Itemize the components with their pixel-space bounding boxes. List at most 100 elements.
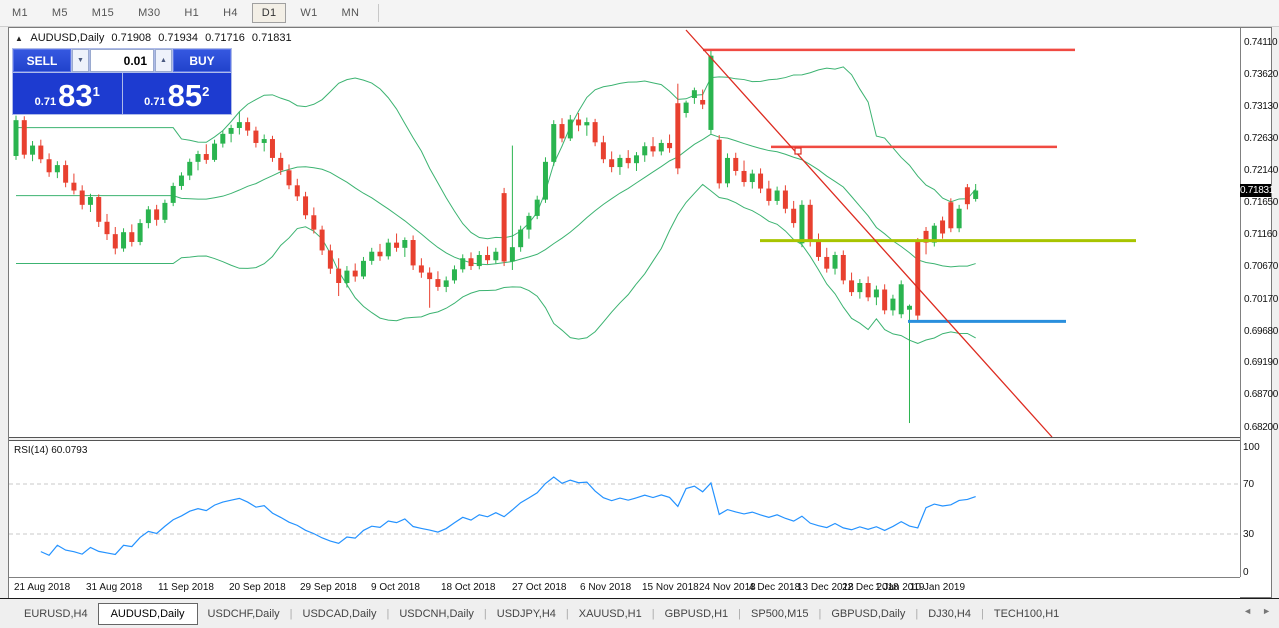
candle-body (956, 208, 962, 229)
date-axis-label: 31 Aug 2018 (86, 582, 143, 593)
descending-trendline[interactable] (685, 29, 1053, 438)
date-axis-label: 1 Jan 2019 (875, 582, 925, 593)
sell-price-sup: 1 (92, 84, 100, 99)
sell-price-small: 0.71 (34, 96, 57, 108)
tab-divider: | (818, 607, 822, 620)
chart-tab-usdcnh-daily[interactable]: USDCNH,Daily (399, 607, 474, 620)
pane-splitter[interactable] (9, 437, 1240, 441)
sell-price-display[interactable]: 0.71 83 1 (13, 73, 122, 114)
buy-price-display[interactable]: 0.71 85 2 (122, 73, 231, 114)
candle-body (137, 223, 143, 242)
candle-body (87, 197, 93, 205)
candle-body (278, 157, 284, 171)
buy-button[interactable]: BUY (173, 49, 231, 72)
bollinger-lower-band (16, 183, 976, 344)
chart-tab-tech100-h1[interactable]: TECH100,H1 (993, 607, 1060, 620)
candle-body (21, 120, 27, 155)
timeframe-button-m5[interactable]: M5 (51, 7, 68, 19)
candle-body (187, 161, 193, 176)
chart-tab-sp500-m15[interactable]: SP500,M15 (751, 607, 809, 620)
candle-body (633, 155, 639, 164)
candle-body (940, 220, 946, 234)
candle-body (716, 139, 722, 184)
chart-ohlc-header: ▲ AUDUSD,Daily 0.71908 0.71934 0.71716 0… (15, 32, 296, 44)
tab-divider: | (738, 607, 742, 620)
price-axis-label: 0.73620 (1244, 68, 1279, 80)
candle-body (286, 170, 292, 186)
date-axis-label: 20 Sep 2018 (229, 582, 286, 593)
candle-body (617, 157, 623, 168)
tab-scroll-left-icon[interactable]: ◄ (1243, 606, 1253, 616)
candle-body (882, 289, 888, 311)
date-axis-label: 6 Nov 2018 (580, 582, 632, 593)
candle-body (493, 251, 499, 261)
rsi-chart-canvas[interactable] (9, 441, 1240, 577)
candle-body (96, 197, 102, 222)
trendline-handle[interactable] (794, 147, 802, 155)
sell-button[interactable]: SELL (13, 49, 71, 72)
candle-body (931, 225, 937, 243)
candle-body (865, 282, 871, 298)
rsi-indicator-label: RSI(14) 60.0793 (14, 445, 88, 456)
date-axis-label: 4 Dec 2018 (749, 582, 801, 593)
chart-tab-eurusd-h4[interactable]: EURUSD,H4 (24, 607, 88, 620)
candle-body (418, 265, 424, 273)
candle-body (683, 102, 689, 113)
candle-body (360, 260, 366, 277)
price-axis-label: 0.71650 (1244, 197, 1279, 209)
chart-tab-usdjpy-h4[interactable]: USDJPY,H4 (496, 607, 556, 620)
price-axis-label: 0.68200 (1244, 421, 1279, 433)
candle-body (253, 130, 259, 143)
candle-body (129, 232, 135, 242)
chart-tab-usdcad-daily[interactable]: USDCAD,Daily (302, 607, 377, 620)
timeframe-button-mn[interactable]: MN (341, 7, 360, 19)
chart-tab-gbpusd-daily[interactable]: GBPUSD,Daily (831, 607, 906, 620)
lot-size-input[interactable]: 0.01 (90, 49, 154, 72)
candle-body (427, 272, 433, 280)
candle-body (236, 122, 242, 128)
candle-body (336, 268, 342, 283)
timeframe-button-w1[interactable]: W1 (300, 7, 318, 19)
candle-body (857, 282, 863, 293)
candle-body (212, 143, 218, 160)
candle-body (576, 119, 582, 126)
timeframe-button-m30[interactable]: M30 (138, 7, 161, 19)
timeframe-button-m1[interactable]: M1 (12, 7, 28, 19)
chart-tab-usdchf-daily[interactable]: USDCHF,Daily (207, 607, 280, 620)
chart-tab-dj30-h4[interactable]: DJ30,H4 (928, 607, 971, 620)
tab-scroll-right-icon[interactable]: ► (1262, 606, 1271, 616)
candle-body (410, 240, 416, 266)
timeframe-button-h1[interactable]: H1 (184, 7, 200, 19)
timeframe-button-h4[interactable]: H4 (223, 7, 238, 19)
candle-body (766, 188, 772, 201)
candle-body (460, 258, 466, 270)
lot-increase-stepper[interactable]: ▲ (155, 49, 172, 72)
timeframe-button-d1[interactable]: D1 (251, 3, 287, 23)
candle-body (807, 204, 813, 242)
candle-body (501, 193, 507, 262)
chart-close-value: 0.71831 (251, 32, 292, 44)
candle-body (30, 145, 36, 155)
date-axis-label: 27 Oct 2018 (512, 582, 567, 593)
date-axis-label: 29 Sep 2018 (300, 582, 357, 593)
tab-divider: | (386, 607, 390, 620)
chart-low-value: 0.71716 (205, 32, 245, 44)
chart-tab-gbpusd-h1[interactable]: GBPUSD,H1 (664, 607, 729, 620)
candle-body (294, 185, 300, 197)
candle-body (873, 289, 879, 298)
lot-decrease-stepper[interactable]: ▼ (72, 49, 89, 72)
candle-body (261, 139, 267, 143)
date-axis-label: 13 Dec 2018 (797, 582, 854, 593)
chart-tab-xauusd-h1[interactable]: XAUUSD,H1 (578, 607, 642, 620)
date-axis-label: 10 Jan 2019 (910, 582, 966, 593)
date-axis[interactable]: 21 Aug 2018 31 Aug 2018 11 Sep 2018 20 Sep … (9, 577, 1240, 598)
expand-triangle-icon[interactable]: ▲ (15, 34, 23, 43)
chart-tab-audusd-daily[interactable]: AUDUSD,Daily (97, 602, 198, 625)
timeframe-button-m15[interactable]: M15 (91, 7, 115, 19)
rsi-axis-label: 0 (1243, 566, 1249, 578)
candle-body (542, 161, 548, 200)
price-axis[interactable]: 0.74110 0.73620 0.73130 0.72630 0.72140 0.716… (1240, 28, 1278, 577)
price-chart-canvas[interactable] (9, 28, 1240, 438)
candle-body (54, 165, 60, 173)
rsi-axis-label: 30 (1243, 529, 1255, 540)
